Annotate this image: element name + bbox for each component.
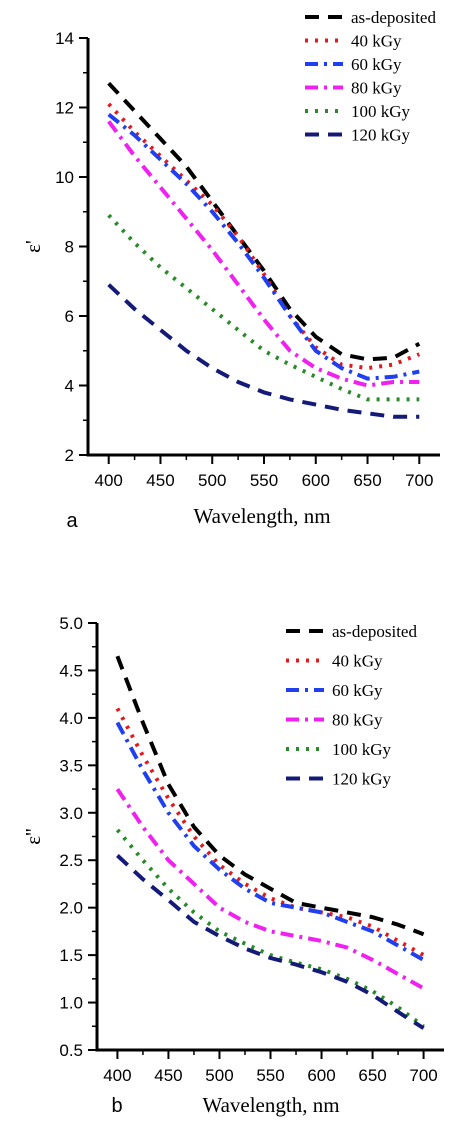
x-tick-label: 550 [250,471,278,490]
x-tick-label: 550 [256,1066,284,1085]
x-tick-label: 500 [198,471,226,490]
y-axis-title: ε'' [21,828,45,844]
legend-label: 40 kGy [332,652,383,671]
x-tick-label: 450 [146,471,174,490]
x-tick-label: 700 [409,1066,437,1085]
panel-label: b [111,1095,122,1117]
y-tick-label: 2 [65,446,74,465]
series-line-3 [107,120,420,388]
series-line-1 [107,102,421,371]
series-line-4 [107,213,420,402]
series-line-4 [115,828,425,1028]
y-tick-label: 2.0 [59,899,83,918]
legend-label: as-deposited [351,8,436,27]
y-tick-label: 12 [55,99,74,118]
legend-label: 120 kGy [332,770,392,789]
legend-label: 80 kGy [351,79,402,98]
y-tick-label: 14 [55,29,74,48]
legend-label: as-deposited [332,622,417,641]
y-tick-label: 4 [65,377,74,396]
y-tick-label: 3.5 [59,756,83,775]
y-tick-label: 0.5 [59,1041,83,1060]
legend-label: 80 kGy [332,711,383,730]
legend-label: 100 kGy [332,740,392,759]
x-tick-label: 400 [95,471,123,490]
series-line-0 [115,655,425,937]
series-line-3 [115,787,425,991]
x-tick-label: 400 [103,1066,131,1085]
series-line-5 [116,854,425,1030]
y-tick-label: 8 [65,238,74,257]
series-line-2 [107,112,420,381]
y-axis-title: ε' [21,240,45,253]
series-line-5 [107,283,420,419]
y-tick-label: 3.0 [59,804,83,823]
x-tick-label: 650 [358,1066,386,1085]
y-tick-label: 6 [65,307,74,326]
x-axis-title: Wavelength, nm [193,504,330,528]
legend-label: 60 kGy [351,55,402,74]
series-line-2 [115,721,425,962]
x-tick-label: 600 [302,471,330,490]
series-line-0 [107,81,421,362]
y-tick-label: 4.5 [59,661,83,680]
x-tick-label: 700 [405,471,433,490]
y-tick-label: 4.0 [59,709,83,728]
y-tick-label: 10 [55,168,74,187]
x-tick-label: 600 [307,1066,335,1085]
legend-label: 100 kGy [351,102,411,121]
legend-label: 120 kGy [351,126,411,145]
x-tick-label: 450 [154,1066,182,1085]
y-tick-label: 1.0 [59,994,83,1013]
x-tick-label: 650 [353,471,381,490]
y-tick-label: 5.0 [59,614,83,633]
x-axis-title: Wavelength, nm [202,1093,339,1117]
legend-label: 40 kGy [351,32,402,51]
x-tick-label: 500 [205,1066,233,1085]
chart-b: 400 450 500 550 600 650 700 0.5 1.0 1.5 2.0 2.5 3.0 3… [21,614,444,1117]
panel-label: a [66,510,78,532]
legend-label: 60 kGy [332,681,383,700]
chart-a: 400 450 500 550 600 650 700 2 4 6 8 10 12 14 Wavelengt… [21,8,440,532]
y-tick-label: 2.5 [59,851,83,870]
y-tick-label: 1.5 [59,946,83,965]
